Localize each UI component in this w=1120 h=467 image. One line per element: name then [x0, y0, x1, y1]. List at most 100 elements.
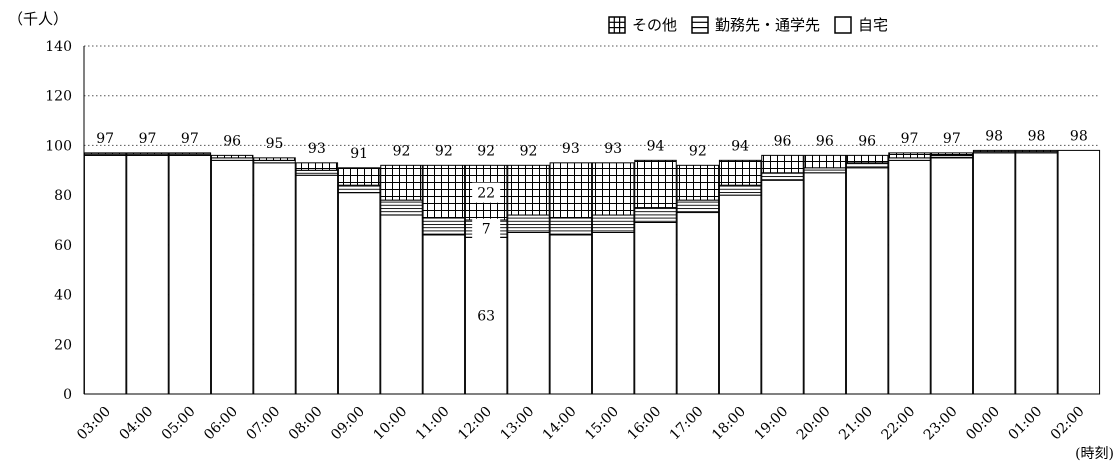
legend-item-other: その他 — [608, 14, 677, 35]
bar-segment-home — [930, 157, 974, 395]
total-data-label: 97 — [901, 131, 919, 147]
bar-segment-work-school — [845, 162, 889, 169]
bar-segment-home — [168, 154, 212, 395]
total-data-label: 93 — [308, 141, 326, 157]
bar-segment-other — [676, 164, 720, 201]
bar-segment-work-school — [676, 199, 720, 214]
total-data-label: 92 — [477, 143, 495, 159]
bar-segment-other — [591, 162, 635, 216]
total-data-label: 97 — [181, 131, 199, 147]
bar-segment-home — [591, 231, 635, 395]
segment-label-bg — [472, 218, 501, 239]
bar-segment-work-school — [422, 217, 466, 236]
bar-segment-other — [549, 162, 593, 219]
y-tick-label: 60 — [54, 238, 72, 254]
chart-legend: その他 勤務先・通学先 自宅 — [608, 14, 902, 35]
x-tick-label: 02:00 — [1048, 404, 1088, 444]
grid-pattern-swatch-icon — [608, 15, 626, 34]
bar-segment-other — [1015, 149, 1058, 153]
total-data-label: 96 — [774, 133, 792, 149]
x-tick-label: 03:00 — [74, 404, 114, 444]
legend-label-home: 自宅 — [858, 16, 889, 34]
bar-segment-home — [972, 152, 1016, 395]
segment-label-bg — [472, 182, 501, 203]
x-tick-label: 21:00 — [836, 404, 876, 444]
total-data-label: 97 — [96, 131, 114, 147]
total-data-label: 92 — [689, 143, 707, 159]
total-data-label: 92 — [393, 143, 411, 159]
bar-segment-other — [83, 152, 127, 155]
y-axis-unit-label: （千人） — [8, 10, 69, 28]
total-data-label: 98 — [1028, 128, 1046, 144]
x-tick-label: 23:00 — [921, 404, 961, 444]
y-tick-label: 140 — [45, 39, 72, 55]
bar-segment-home — [761, 179, 804, 395]
bar-segment-home — [549, 234, 593, 395]
bar-segment-work-school — [718, 184, 762, 196]
bar-segment-home — [845, 167, 889, 395]
x-tick-label: 14:00 — [540, 404, 580, 444]
bar-segment-home — [380, 214, 423, 395]
total-data-label: 96 — [816, 133, 834, 149]
x-tick-label: 04:00 — [116, 404, 156, 444]
bar-segment-home — [422, 234, 466, 395]
x-tick-label: 15:00 — [582, 404, 622, 444]
bar-segment-home — [507, 231, 550, 395]
bar-segment-home — [210, 159, 254, 395]
total-data-label: 91 — [350, 146, 368, 162]
total-data-label: 94 — [731, 138, 749, 154]
x-tick-label: 05:00 — [159, 404, 199, 444]
segment-data-label: 63 — [477, 309, 495, 325]
x-axis-unit-label: (時刻) — [1075, 446, 1114, 462]
bar-segment-home — [337, 192, 381, 395]
total-data-label: 97 — [943, 131, 961, 147]
x-tick-label: 22:00 — [878, 404, 918, 444]
bar-segment-other — [168, 152, 212, 155]
bar-segment-other — [126, 152, 169, 155]
x-tick-label: 00:00 — [963, 404, 1003, 444]
horizontal-lines-swatch-icon — [691, 15, 709, 34]
bar-segment-other — [761, 154, 804, 174]
bar-segment-work-school — [803, 167, 847, 174]
y-tick-label: 80 — [54, 188, 72, 204]
bar-segment-home — [1015, 152, 1058, 395]
y-tick-label: 0 — [63, 387, 72, 403]
x-tick-label: 06:00 — [201, 404, 241, 444]
total-data-label: 93 — [562, 141, 580, 157]
segment-data-label: 22 — [477, 186, 495, 202]
total-data-label: 96 — [223, 133, 241, 149]
plain-swatch-icon — [834, 15, 852, 34]
bar-segment-home — [1057, 149, 1101, 395]
x-tick-label: 16:00 — [624, 404, 664, 444]
bar-segment-home — [803, 172, 847, 395]
bar-segment-other — [507, 164, 550, 216]
x-tick-label: 12:00 — [455, 404, 495, 444]
bar-segment-other — [422, 164, 466, 219]
bar-segment-home — [718, 194, 762, 395]
x-tick-label: 10:00 — [370, 404, 410, 444]
y-tick-label: 120 — [45, 89, 72, 105]
bar-segment-home — [83, 154, 127, 395]
bar-segment-work-school — [507, 214, 550, 233]
total-data-label: 97 — [139, 131, 157, 147]
bar-segment-home — [676, 212, 720, 395]
y-tick-label: 40 — [54, 288, 72, 304]
bar-segment-home — [295, 174, 339, 395]
y-tick-label: 100 — [45, 138, 72, 154]
total-data-label: 93 — [604, 141, 622, 157]
x-tick-label: 19:00 — [751, 404, 791, 444]
bar-segment-work-school — [549, 217, 593, 236]
bar-segment-other — [210, 154, 254, 159]
legend-label-work-school: 勤務先・通学先 — [715, 16, 821, 34]
bar-segment-work-school — [295, 169, 339, 176]
segment-label-bg — [472, 305, 501, 326]
x-tick-label: 13:00 — [497, 404, 537, 444]
bar-segment-work-school — [591, 214, 635, 233]
bar-segment-other — [845, 154, 889, 164]
total-data-label: 95 — [266, 136, 284, 152]
bar-segment-other — [718, 159, 762, 186]
total-data-label: 92 — [435, 143, 453, 159]
bar-segment-other — [930, 152, 974, 156]
bar-segment-other — [295, 162, 339, 171]
